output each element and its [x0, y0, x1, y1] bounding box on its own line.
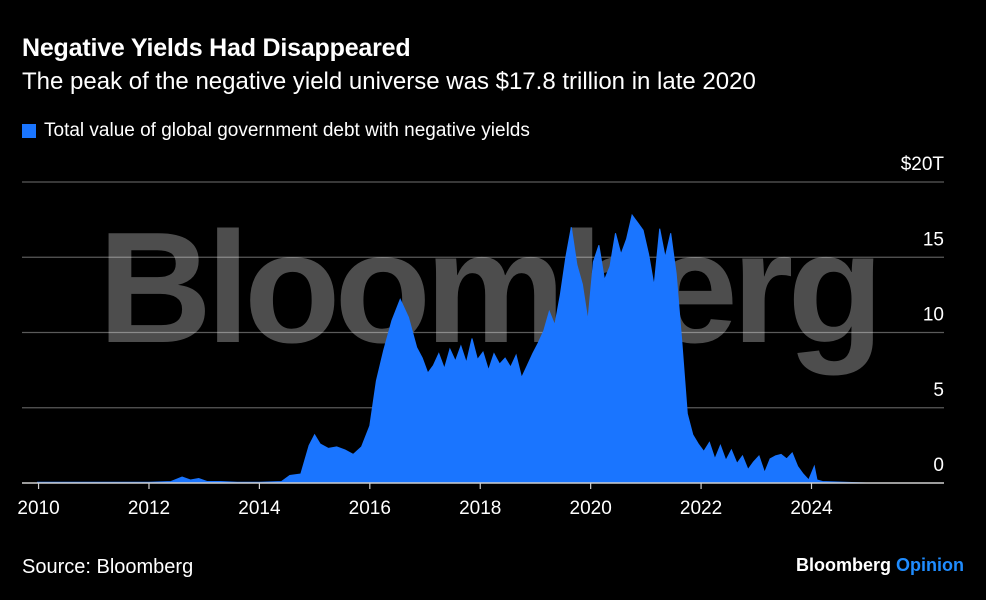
- axis-layer: [22, 482, 944, 489]
- x-tick-labels: 2010 2012 2014 2016 2018 2020 2022 2024: [17, 498, 833, 519]
- x-tick-label: 2018: [459, 498, 501, 519]
- x-tick-label: 2020: [570, 498, 612, 519]
- y-tick-label: 0: [933, 455, 944, 476]
- y-tick-label: 15: [923, 229, 944, 250]
- x-tick-label: 2014: [238, 498, 281, 519]
- x-tick-label: 2016: [349, 498, 391, 519]
- x-tick-label: 2012: [128, 498, 170, 519]
- source-note: Source: Bloomberg: [22, 556, 194, 578]
- x-tick-label: 2010: [17, 498, 59, 519]
- y-tick-label: $20T: [901, 154, 945, 175]
- series-layer: [37, 213, 895, 484]
- x-tick-label: 2024: [790, 498, 833, 519]
- series-area-0: [37, 213, 895, 484]
- legend-swatch: [22, 124, 36, 138]
- brand-opinion: Opinion: [896, 555, 964, 575]
- y-tick-labels: 0 5 10 15 $20T: [901, 154, 945, 476]
- y-tick-label: 5: [933, 380, 944, 401]
- legend-label: Total value of global government debt wi…: [44, 120, 530, 141]
- chart-title: Negative Yields Had Disappeared: [22, 34, 411, 62]
- chart-subtitle: The peak of the negative yield universe …: [22, 68, 756, 95]
- brand-logo: Bloomberg Opinion: [796, 555, 964, 576]
- bloomberg-watermark: Bloomberg: [98, 200, 878, 376]
- y-tick-label: 10: [923, 305, 944, 326]
- legend: Total value of global government debt wi…: [22, 120, 530, 142]
- x-tick-label: 2022: [680, 498, 722, 519]
- brand-name: Bloomberg: [795, 555, 891, 575]
